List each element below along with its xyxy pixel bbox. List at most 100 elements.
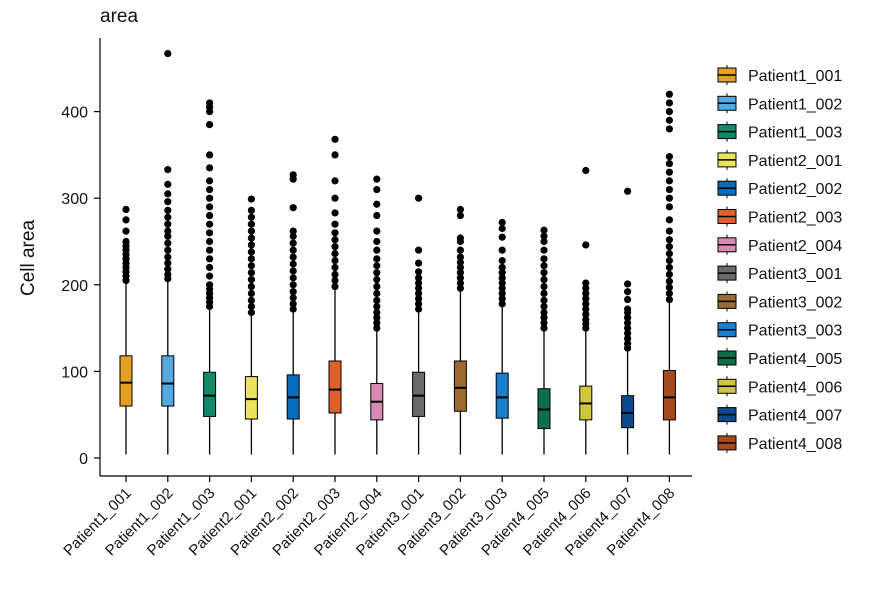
outlier-point — [373, 185, 381, 194]
outlier-point — [665, 263, 674, 272]
outlier-point — [665, 236, 674, 244]
outlier-point — [665, 168, 674, 176]
outlier-point — [582, 305, 590, 313]
outlier-point — [247, 213, 255, 221]
outlier-point — [415, 274, 423, 282]
outlier-point — [582, 300, 590, 308]
outlier-point — [665, 159, 674, 168]
legend-item: Patient3_002 — [717, 291, 842, 312]
outlier-point — [247, 308, 255, 317]
y-tick-label: 400 — [61, 105, 88, 122]
legend-label: Patient4_006 — [748, 379, 842, 396]
legend-label: Patient2_002 — [748, 181, 842, 198]
outlier-point — [540, 232, 548, 240]
outlier-point — [206, 263, 214, 272]
outlier-point — [122, 205, 130, 214]
outlier-point — [665, 194, 674, 202]
outlier-point — [498, 300, 506, 308]
legend-label: Patient1_002 — [748, 96, 842, 113]
outlier-point — [206, 255, 214, 263]
outlier-point — [665, 203, 674, 211]
outlier-point — [289, 267, 297, 275]
outlier-point — [373, 319, 381, 327]
outlier-point — [373, 237, 381, 246]
outlier-point — [665, 295, 674, 304]
outlier-point — [624, 288, 632, 296]
outlier-point — [540, 296, 548, 304]
outlier-point — [373, 308, 381, 317]
outlier-point — [331, 194, 339, 202]
outlier-point — [456, 279, 464, 287]
outlier-point — [624, 329, 632, 337]
outlier-point — [665, 289, 674, 298]
plot-area: 0100200300400Patient1_001Patient1_002Pat… — [60, 38, 692, 559]
outlier-point — [122, 227, 130, 235]
outlier-point — [206, 281, 214, 289]
outlier-point — [624, 295, 632, 304]
outlier-point — [456, 269, 464, 277]
outlier-point — [206, 120, 214, 129]
legend-item: Patient1_002 — [717, 93, 842, 114]
outlier-point — [289, 305, 297, 313]
legend: Patient1_001 Patient1_002 Patient1_003 Pati… — [717, 65, 842, 453]
outlier-point — [373, 262, 381, 270]
outlier-point — [624, 319, 632, 327]
outlier-point — [415, 284, 423, 292]
outlier-point — [665, 250, 674, 258]
outlier-point — [289, 239, 297, 247]
outlier-point — [122, 237, 130, 246]
outlier-point — [164, 227, 172, 235]
outlier-point — [540, 308, 548, 317]
outlier-point — [624, 340, 632, 348]
outlier-point — [665, 283, 674, 291]
box-group: Patient1_001 — [60, 205, 135, 559]
outlier-point — [247, 206, 255, 214]
outlier-point — [665, 227, 674, 235]
legend-label: Patient4_007 — [748, 408, 842, 425]
y-axis-label: Cell area — [18, 220, 39, 296]
outlier-point — [665, 277, 674, 285]
outlier-point — [582, 279, 590, 287]
outlier-point — [289, 260, 297, 268]
outlier-point — [540, 289, 548, 298]
outlier-point — [247, 234, 255, 242]
legend-label: Patient4_005 — [748, 351, 842, 368]
outlier-point — [373, 200, 381, 208]
legend-label: Patient1_001 — [748, 68, 842, 85]
box — [453, 360, 467, 412]
y-tick-label: 100 — [61, 364, 88, 381]
outlier-point — [540, 237, 548, 246]
outlier-point — [164, 49, 172, 58]
outlier-point — [164, 253, 172, 261]
outlier-point — [331, 177, 339, 185]
legend-item: Patient4_007 — [717, 404, 842, 425]
outlier-point — [206, 229, 214, 237]
outlier-point — [331, 236, 339, 244]
outlier-point — [206, 164, 214, 172]
outlier-point — [206, 203, 214, 211]
outlier-point — [206, 220, 214, 228]
outlier-point — [247, 302, 255, 311]
outlier-point — [373, 269, 381, 277]
legend-item: Patient4_005 — [717, 348, 842, 368]
outlier-point — [206, 99, 214, 107]
legend-label: Patient3_002 — [748, 294, 842, 311]
outlier-point — [498, 246, 506, 254]
outlier-point — [373, 211, 381, 220]
outlier-point — [164, 259, 172, 267]
outlier-point — [415, 279, 423, 287]
outlier-point — [373, 324, 381, 332]
outlier-point — [582, 241, 590, 249]
legend-label: Patient2_001 — [748, 153, 842, 170]
outlier-point — [665, 256, 674, 265]
outlier-point — [624, 314, 632, 322]
box — [412, 371, 426, 417]
chart-title: area — [100, 6, 138, 27]
outlier-point — [582, 310, 590, 318]
box — [119, 355, 133, 407]
y-tick-label: 0 — [79, 451, 88, 468]
outlier-point — [331, 220, 339, 228]
outlier-point — [540, 246, 548, 254]
outlier-point — [247, 289, 255, 298]
outlier-point — [331, 276, 339, 285]
